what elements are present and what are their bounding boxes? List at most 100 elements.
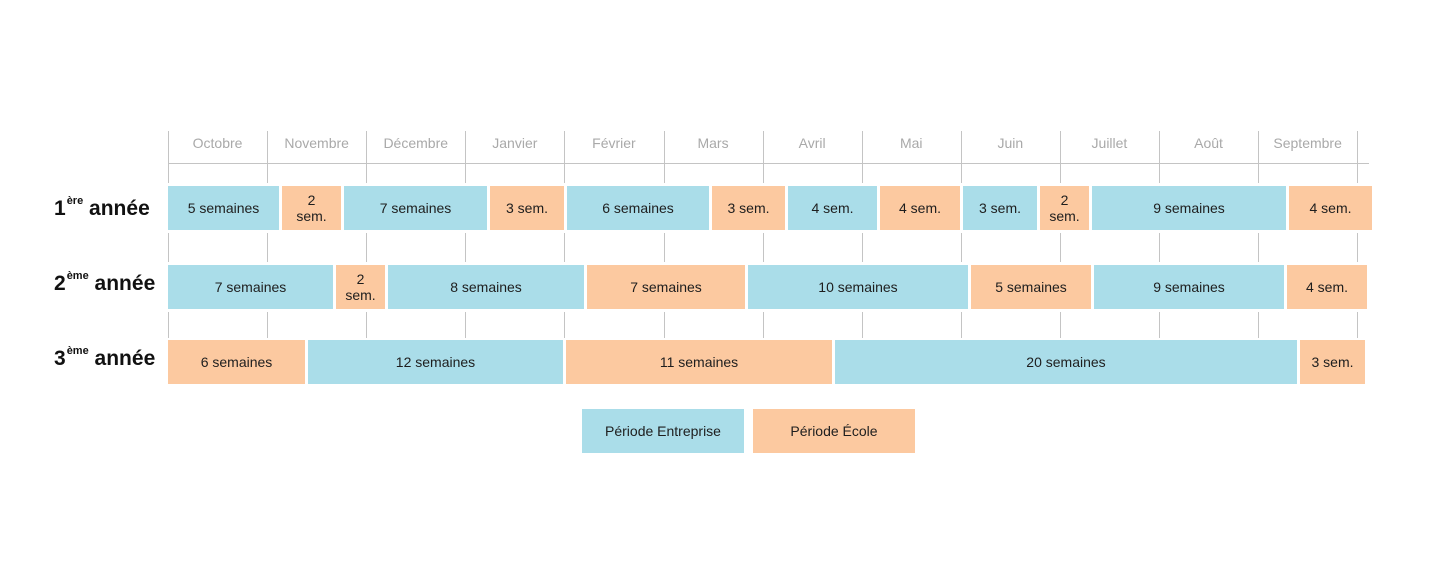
month-label: Mai [899, 135, 923, 151]
grid-tick [1060, 162, 1061, 183]
month-label: Juin [997, 135, 1024, 151]
period-segment-ecole: 2 sem. [282, 186, 341, 230]
grid-tick [465, 162, 466, 183]
grid-tick [862, 162, 863, 183]
month-divider [664, 131, 665, 164]
grid-tick [267, 312, 268, 338]
grid-tick [862, 312, 863, 338]
month-divider [168, 131, 169, 164]
year-ordinal: ère [66, 195, 84, 207]
grid-tick [1060, 233, 1061, 262]
month-divider [465, 131, 466, 164]
year-ordinal: ème [66, 345, 89, 357]
grid-tick [961, 233, 962, 262]
year-label: 2ème année [54, 270, 156, 296]
period-segment-entreprise: 7 semaines [344, 186, 487, 230]
period-segment-ecole: 4 sem. [880, 186, 960, 230]
grid-tick [1060, 312, 1061, 338]
period-segment-ecole: 4 sem. [1287, 265, 1367, 309]
period-segment-ecole: 3 sem. [1300, 340, 1365, 384]
grid-tick [664, 233, 665, 262]
period-segment-entreprise: 5 semaines [168, 186, 279, 230]
grid-tick [366, 162, 367, 183]
month-label: Octobre [192, 135, 243, 151]
month-divider [1159, 131, 1160, 164]
month-divider [267, 131, 268, 164]
period-segment-entreprise: 12 semaines [308, 340, 563, 384]
period-segment-entreprise: 10 semaines [748, 265, 968, 309]
month-divider [1060, 131, 1061, 164]
period-segment-entreprise: 7 semaines [168, 265, 333, 309]
grid-tick [168, 233, 169, 262]
grid-tick [1357, 233, 1358, 262]
grid-tick [763, 233, 764, 262]
month-label: Décembre [383, 135, 449, 151]
year-label: 1ère année [54, 195, 150, 221]
month-divider [961, 131, 962, 164]
grid-tick [465, 312, 466, 338]
month-divider [564, 131, 565, 164]
grid-tick [1357, 162, 1358, 183]
grid-tick [564, 162, 565, 183]
grid-tick [564, 233, 565, 262]
legend-item-entreprise: Période Entreprise [582, 409, 744, 453]
grid-tick [961, 162, 962, 183]
month-divider [763, 131, 764, 164]
month-divider [1357, 131, 1358, 164]
grid-tick [1159, 312, 1160, 338]
grid-tick [1258, 162, 1259, 183]
year-number: 2 [54, 272, 66, 295]
period-segment-entreprise: 4 sem. [788, 186, 877, 230]
grid-tick [862, 233, 863, 262]
period-segment-entreprise: 3 sem. [963, 186, 1037, 230]
grid-tick [1357, 312, 1358, 338]
period-segment-ecole: 6 semaines [168, 340, 305, 384]
month-label: Mars [697, 135, 729, 151]
month-label: Février [592, 135, 636, 151]
grid-tick [168, 162, 169, 183]
year-word: année [88, 272, 156, 295]
header-baseline [168, 163, 1369, 164]
grid-tick [961, 312, 962, 338]
grid-tick [267, 233, 268, 262]
period-segment-ecole: 7 semaines [587, 265, 745, 309]
period-segment-ecole: 3 sem. [490, 186, 564, 230]
month-label: Janvier [492, 135, 538, 151]
grid-tick [664, 312, 665, 338]
grid-tick [1258, 233, 1259, 262]
grid-tick [267, 162, 268, 183]
grid-tick [763, 162, 764, 183]
month-divider [862, 131, 863, 164]
grid-tick [168, 312, 169, 338]
period-segment-ecole: 2 sem. [1040, 186, 1089, 230]
month-label: Avril [798, 135, 826, 151]
month-label: Novembre [284, 135, 349, 151]
month-label: Juillet [1091, 135, 1128, 151]
grid-tick [1159, 233, 1160, 262]
period-segment-entreprise: 9 semaines [1094, 265, 1284, 309]
period-segment-entreprise: 9 semaines [1092, 186, 1286, 230]
grid-tick [664, 162, 665, 183]
grid-tick [465, 233, 466, 262]
period-segment-ecole: 4 sem. [1289, 186, 1372, 230]
period-segment-entreprise: 8 semaines [388, 265, 584, 309]
year-label: 3ème année [54, 345, 156, 371]
year-word: année [83, 197, 150, 220]
legend-item-ecole: Période École [753, 409, 915, 453]
year-number: 3 [54, 347, 66, 370]
period-segment-ecole: 3 sem. [712, 186, 785, 230]
month-label: Septembre [1273, 135, 1342, 151]
month-divider [1258, 131, 1259, 164]
period-segment-entreprise: 6 semaines [567, 186, 709, 230]
grid-tick [1258, 312, 1259, 338]
period-segment-ecole: 5 semaines [971, 265, 1091, 309]
year-number: 1 [54, 197, 66, 220]
period-segment-entreprise: 20 semaines [835, 340, 1297, 384]
grid-tick [763, 312, 764, 338]
period-segment-ecole: 11 semaines [566, 340, 832, 384]
month-divider [366, 131, 367, 164]
grid-tick [1159, 162, 1160, 183]
grid-tick [366, 312, 367, 338]
year-word: année [88, 347, 156, 370]
